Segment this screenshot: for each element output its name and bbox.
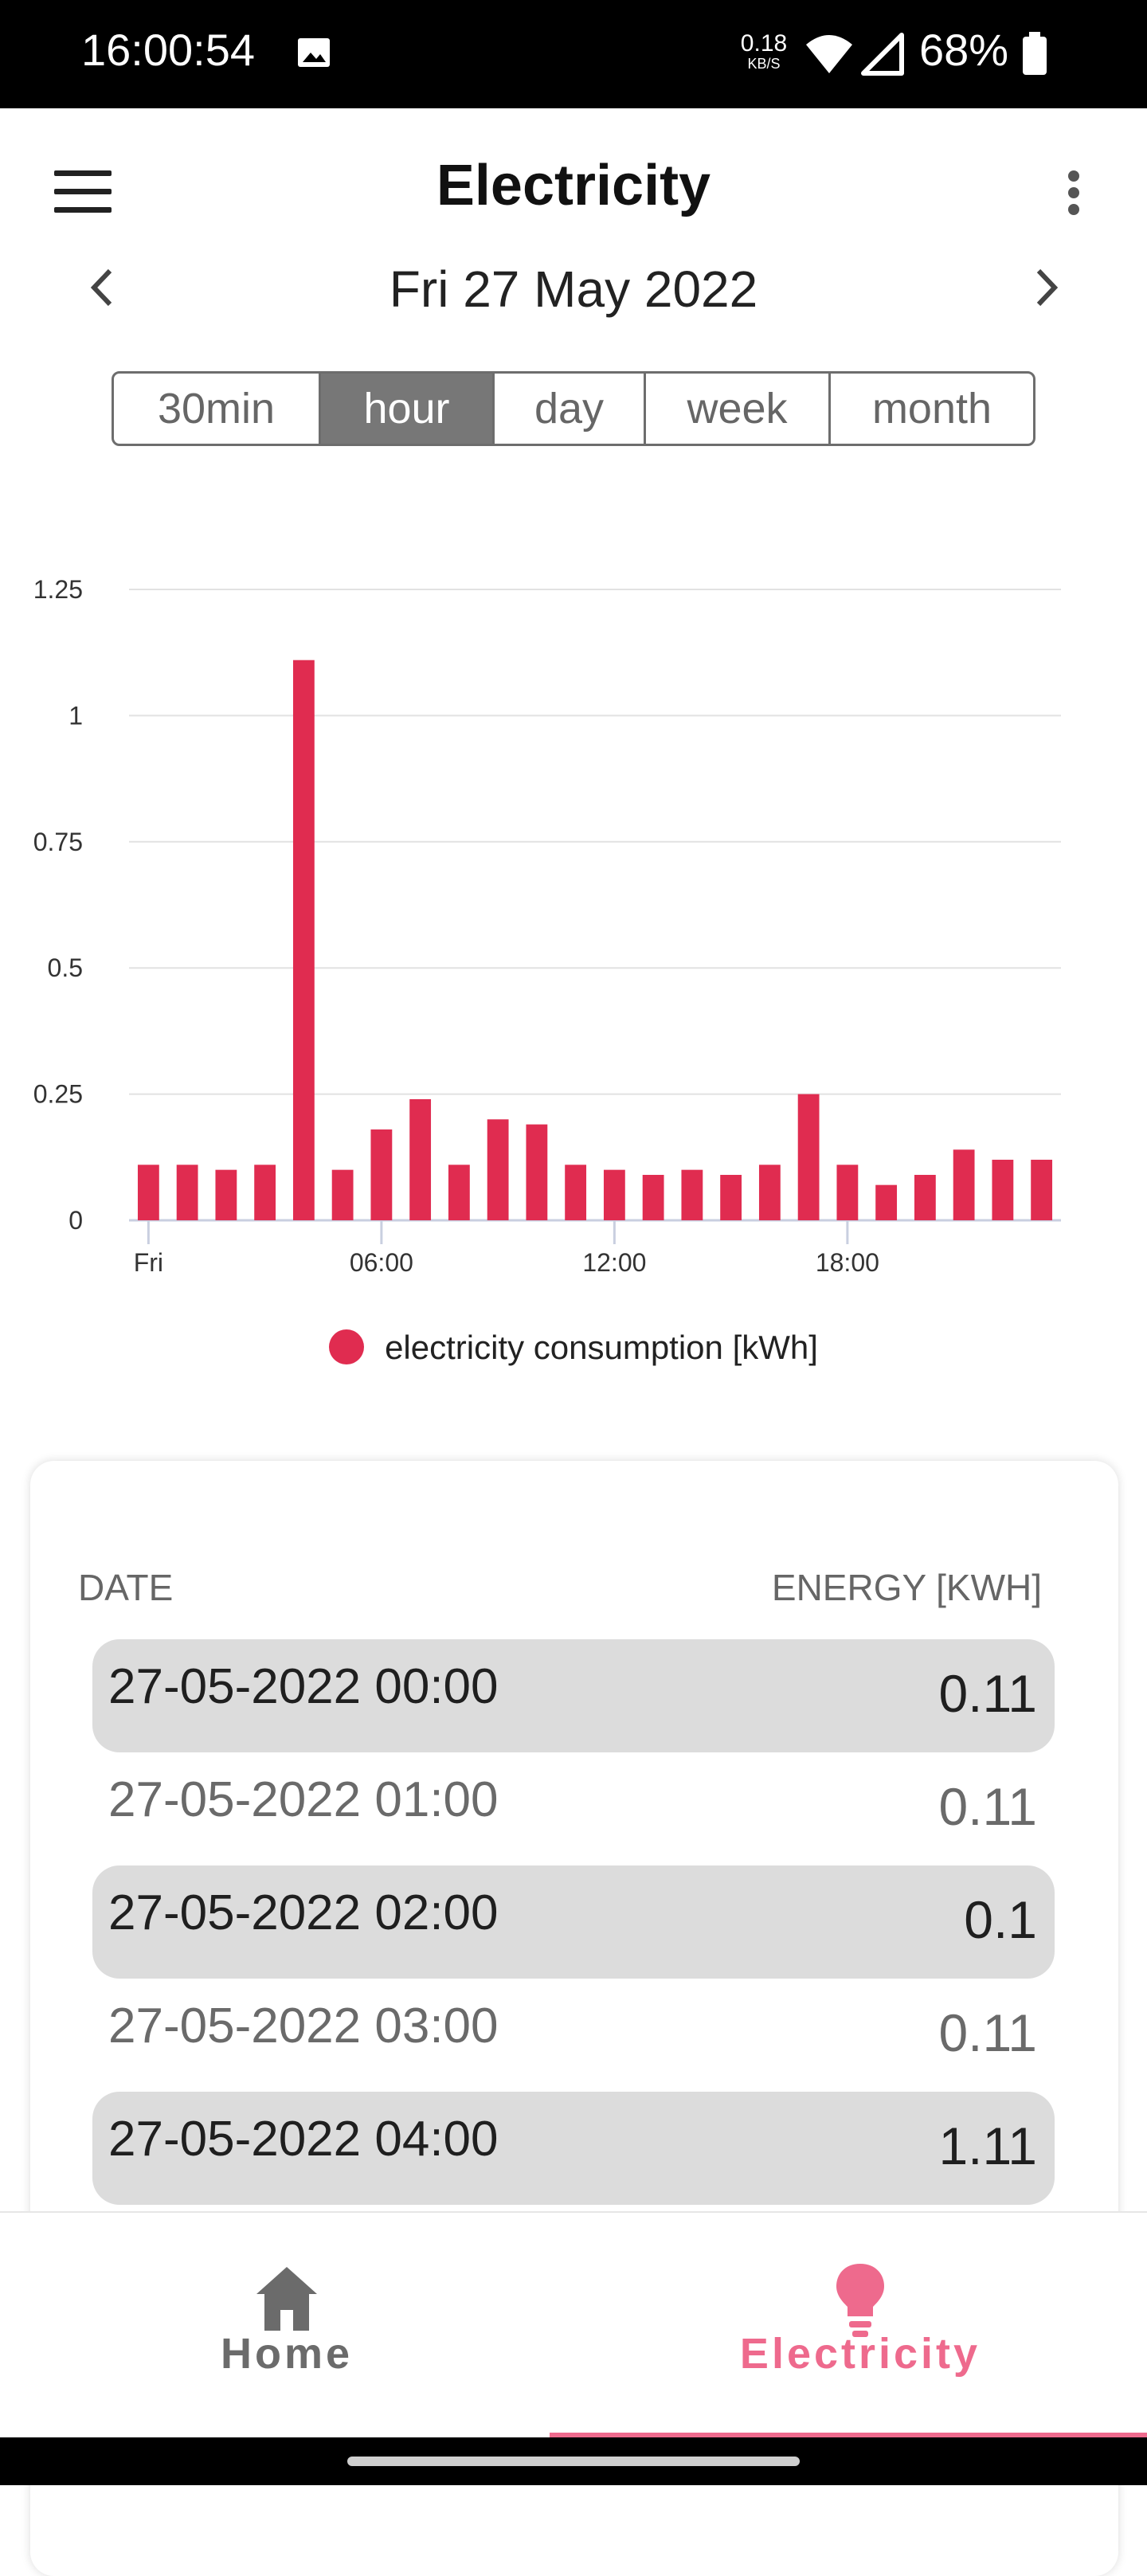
- bar[interactable]: [137, 1165, 159, 1220]
- x-tick-label: Fri: [134, 1248, 163, 1274]
- row-energy: 0.11: [938, 2003, 1037, 2062]
- x-tick-label: 06:00: [350, 1248, 413, 1274]
- row-energy: 0.1: [964, 1890, 1037, 1949]
- table-row: 27-05-2022 04:00 1.11: [92, 2092, 1055, 2205]
- battery-icon: [1023, 32, 1047, 75]
- tab-hour[interactable]: hour: [321, 374, 495, 444]
- column-header-energy: ENERGY [KWH]: [771, 1567, 1042, 1608]
- home-icon: [256, 2267, 317, 2331]
- bar[interactable]: [642, 1174, 664, 1220]
- battery-percent: 68%: [919, 25, 1009, 75]
- gesture-bar: [0, 2437, 1147, 2485]
- status-time: 16:00:54: [81, 25, 255, 75]
- bar[interactable]: [758, 1165, 781, 1220]
- app-bar: Electricity: [0, 108, 1147, 268]
- bar[interactable]: [254, 1165, 276, 1220]
- y-tick-label: 1: [69, 701, 83, 730]
- bar[interactable]: [526, 1124, 548, 1220]
- lightbulb-icon: [836, 2264, 884, 2337]
- y-tick-label: 0.75: [33, 828, 83, 856]
- chevron-left-icon[interactable]: [84, 266, 119, 309]
- bar[interactable]: [875, 1184, 898, 1220]
- row-date: 27-05-2022 00:00: [108, 1659, 499, 1714]
- legend-color-dot: [329, 1329, 365, 1364]
- table-row: 27-05-2022 01:00 0.11: [92, 1752, 1055, 1865]
- more-vert-icon[interactable]: [1066, 169, 1082, 217]
- table-row: 27-05-2022 02:00 0.1: [92, 1865, 1055, 1979]
- nav-electricity[interactable]: Electricity: [574, 2213, 1147, 2439]
- y-tick-label: 0.5: [48, 953, 83, 982]
- bar[interactable]: [409, 1098, 432, 1220]
- image-icon: [298, 38, 330, 67]
- nav-home[interactable]: Home: [0, 2213, 574, 2439]
- bar[interactable]: [292, 660, 315, 1220]
- y-tick-label: 1.25: [33, 575, 83, 604]
- x-tick-label: 18:00: [816, 1248, 879, 1274]
- range-selector: 30min hour day week month: [112, 371, 1035, 446]
- network-speed: 0.18 KB/S: [739, 32, 789, 72]
- bar[interactable]: [836, 1165, 859, 1220]
- bottom-navigation: Home Electricity: [0, 2211, 1147, 2439]
- row-date: 27-05-2022 02:00: [108, 1885, 499, 1940]
- bar[interactable]: [720, 1174, 742, 1220]
- bar[interactable]: [448, 1165, 470, 1220]
- bar[interactable]: [565, 1165, 587, 1220]
- date-navigator: Fri 27 May 2022: [0, 252, 1147, 323]
- wifi-icon: [806, 35, 852, 73]
- x-tick-label: 12:00: [582, 1248, 646, 1274]
- tab-30min[interactable]: 30min: [114, 374, 321, 444]
- column-header-date: DATE: [78, 1567, 174, 1608]
- row-date: 27-05-2022 04:00: [108, 2112, 499, 2167]
- legend-label: electricity consumption [kWh]: [385, 1329, 818, 1366]
- bar[interactable]: [1031, 1159, 1053, 1220]
- nav-electricity-label: Electricity: [739, 2330, 981, 2378]
- bar[interactable]: [370, 1129, 393, 1220]
- network-speed-unit: KB/S: [747, 56, 781, 72]
- row-energy: 1.11: [938, 2116, 1037, 2175]
- bar[interactable]: [953, 1149, 975, 1220]
- bar[interactable]: [603, 1169, 625, 1220]
- bar[interactable]: [176, 1165, 198, 1220]
- bar[interactable]: [487, 1119, 509, 1220]
- row-date: 27-05-2022 01:00: [108, 1772, 499, 1827]
- network-speed-value: 0.18: [740, 30, 788, 57]
- gesture-handle[interactable]: [347, 2457, 800, 2466]
- tab-month[interactable]: month: [871, 385, 992, 433]
- consumption-chart: 0 0.25 0.5 0.75 1 1.25 Fri 06:00 12:00 18:00: [33, 575, 1061, 1274]
- bar[interactable]: [215, 1169, 237, 1220]
- nav-home-label: Home: [220, 2330, 354, 2378]
- date-label: Fri 27 May 2022: [389, 260, 758, 318]
- signal-icon: [861, 33, 904, 76]
- bar[interactable]: [797, 1094, 820, 1220]
- status-bar: 16:00:54 0.18 KB/S 68%: [0, 0, 1147, 108]
- chevron-right-icon[interactable]: [1029, 266, 1064, 309]
- y-tick-label: 0: [69, 1206, 83, 1235]
- table-header: DATE ENERGY [KWH]: [78, 1566, 1042, 1609]
- table-row: 27-05-2022 00:00 0.11: [92, 1639, 1055, 1752]
- tab-week[interactable]: week: [646, 374, 831, 444]
- menu-icon[interactable]: [54, 170, 112, 213]
- table-rows: 27-05-2022 00:00 0.11 27-05-2022 01:00 0…: [92, 1639, 1055, 2205]
- bar[interactable]: [331, 1169, 354, 1220]
- bar[interactable]: [992, 1159, 1014, 1220]
- table-row: 27-05-2022 03:00 0.11: [92, 1979, 1055, 2092]
- tab-day[interactable]: day: [495, 374, 646, 444]
- row-date: 27-05-2022 03:00: [108, 1999, 499, 2053]
- y-tick-label: 0.25: [33, 1080, 83, 1109]
- page-title: Electricity: [436, 154, 711, 217]
- row-energy: 0.11: [938, 1777, 1037, 1836]
- bar[interactable]: [914, 1174, 936, 1220]
- row-energy: 0.11: [938, 1664, 1037, 1723]
- nav-active-indicator: [550, 2433, 1147, 2439]
- bar[interactable]: [681, 1169, 703, 1220]
- chart-legend: electricity consumption [kWh]: [0, 1329, 1147, 1368]
